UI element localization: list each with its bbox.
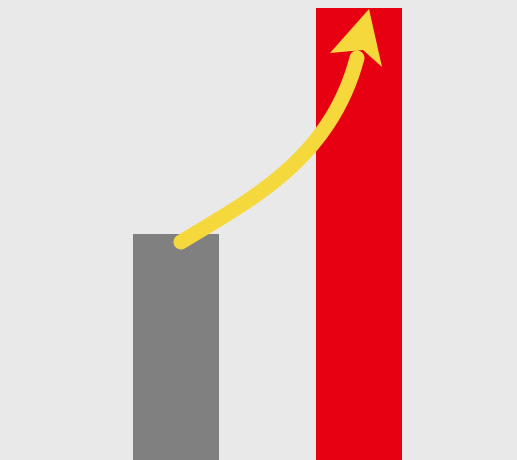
bar-1 <box>133 234 219 460</box>
